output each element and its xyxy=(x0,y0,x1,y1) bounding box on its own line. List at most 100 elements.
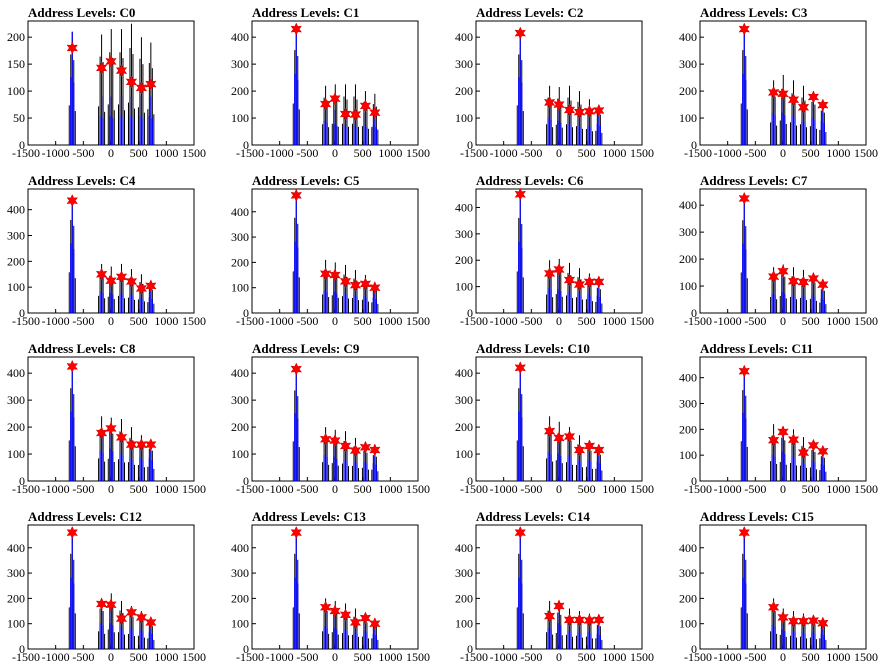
y-tick-label: 0 xyxy=(467,474,473,488)
chart-svg: Address Levels: C4 0 100 200 300 400 -1500 -100… xyxy=(7,173,206,328)
y-tick-label: 50 xyxy=(13,111,25,125)
x-tick-label: -500 xyxy=(744,650,766,664)
x-tick-label: -500 xyxy=(744,314,766,328)
y-tick-label: 400 xyxy=(679,30,697,44)
x-tick-label: 1500 xyxy=(182,314,206,328)
y-tick-label: 300 xyxy=(679,57,697,71)
star-marker xyxy=(319,97,332,111)
y-tick-label: 400 xyxy=(7,541,25,555)
star-marker xyxy=(105,274,117,288)
y-tick-label: 200 xyxy=(231,420,249,434)
y-tick-label: 0 xyxy=(467,138,473,152)
x-tick-label: 500 xyxy=(802,482,820,496)
x-tick-label: 1500 xyxy=(630,482,654,496)
star-marker xyxy=(777,264,789,278)
star-marker xyxy=(329,604,341,618)
y-tick-label: 200 xyxy=(7,420,25,434)
star-marker xyxy=(115,63,128,78)
x-tick-label: 1000 xyxy=(602,314,626,328)
star-marker xyxy=(738,525,750,540)
x-tick-label: -1500 xyxy=(12,146,40,160)
chart-title: Address Levels: C9 xyxy=(252,341,360,356)
y-tick-label: 200 xyxy=(7,254,25,268)
x-tick-label: -1500 xyxy=(236,482,264,496)
star-marker xyxy=(797,275,810,289)
star-marker xyxy=(777,425,789,439)
star-marker xyxy=(738,22,750,36)
x-tick-label: 1500 xyxy=(630,146,654,160)
y-tick-label: 200 xyxy=(455,84,473,98)
x-tick-label: 0 xyxy=(108,482,114,496)
y-tick-label: 400 xyxy=(231,366,249,380)
x-tick-label: 0 xyxy=(332,314,338,328)
x-tick-label: -1500 xyxy=(236,314,264,328)
star-marker xyxy=(359,277,372,291)
star-marker xyxy=(553,97,565,112)
y-tick-label: 100 xyxy=(455,111,473,125)
x-tick-label: -500 xyxy=(72,314,94,328)
chart-title: Address Levels: C4 xyxy=(28,173,136,188)
x-tick-label: -1000 xyxy=(266,650,294,664)
chart-panel: Address Levels: C7 0 100 200 300 400 -1500 -100… xyxy=(672,168,896,336)
chart-title: Address Levels: C10 xyxy=(476,341,590,356)
star-marker xyxy=(514,187,526,201)
y-tick-label: 0 xyxy=(691,474,697,488)
star-marker xyxy=(125,437,138,452)
y-tick-label: 400 xyxy=(231,205,249,219)
x-tick-label: -1500 xyxy=(684,482,712,496)
x-tick-label: -500 xyxy=(520,146,542,160)
x-tick-label: 1000 xyxy=(378,146,402,160)
star-marker xyxy=(767,269,780,284)
x-tick-label: 1500 xyxy=(854,146,878,160)
star-marker xyxy=(290,22,302,36)
x-tick-label: -500 xyxy=(72,482,94,496)
star-marker xyxy=(66,41,78,55)
star-marker xyxy=(787,274,800,288)
x-tick-label: -1000 xyxy=(42,146,70,160)
star-marker xyxy=(593,613,605,627)
x-tick-label: 1500 xyxy=(630,314,654,328)
star-marker xyxy=(767,85,780,100)
star-marker xyxy=(105,421,117,436)
x-tick-label: 0 xyxy=(332,146,338,160)
y-tick-label: 400 xyxy=(7,366,25,380)
x-tick-label: 0 xyxy=(780,482,786,496)
chart-title: Address Levels: C12 xyxy=(28,509,142,524)
y-tick-label: 100 xyxy=(455,617,473,631)
star-marker xyxy=(339,439,352,453)
star-marker xyxy=(767,600,780,614)
x-tick-label: 500 xyxy=(130,146,148,160)
star-marker xyxy=(125,75,138,89)
chart-svg: Address Levels: C5 0 100 200 300 400 -1500 -100… xyxy=(231,173,430,328)
y-tick-label: 0 xyxy=(691,306,697,320)
chart-panel: Address Levels: C13 0 100 200 300 400 -1500 -10… xyxy=(224,504,448,672)
y-tick-label: 100 xyxy=(7,447,25,461)
star-marker xyxy=(369,281,381,295)
chart-svg: Address Levels: C9 0 100 200 300 400 -1500 -100… xyxy=(231,341,430,496)
star-marker xyxy=(135,281,148,296)
x-tick-label: 500 xyxy=(354,146,372,160)
chart-svg: Address Levels: C8 0 100 200 300 400 -1500 -100… xyxy=(7,341,206,496)
x-tick-label: 1000 xyxy=(826,482,850,496)
chart-panel: Address Levels: C12 0 100 200 300 400 -1500 -10… xyxy=(0,504,224,672)
star-marker xyxy=(817,444,829,458)
x-tick-label: 0 xyxy=(108,146,114,160)
x-tick-label: 0 xyxy=(780,314,786,328)
x-tick-label: 1500 xyxy=(182,146,206,160)
x-tick-label: 500 xyxy=(354,482,372,496)
y-tick-label: 400 xyxy=(7,203,25,217)
star-marker xyxy=(349,615,362,630)
star-marker xyxy=(290,188,302,202)
x-tick-label: 500 xyxy=(802,650,820,664)
star-marker xyxy=(145,437,157,452)
x-tick-label: 0 xyxy=(556,314,562,328)
star-marker xyxy=(817,278,829,292)
x-tick-label: -1000 xyxy=(714,482,742,496)
star-marker xyxy=(553,262,565,277)
x-tick-label: 1500 xyxy=(406,314,430,328)
chart-svg: Address Levels: C13 0 100 200 300 400 -1500 -10… xyxy=(231,509,430,664)
y-tick-label: 100 xyxy=(679,448,697,462)
star-marker xyxy=(319,432,332,446)
y-tick-label: 100 xyxy=(7,84,25,98)
x-tick-label: -1500 xyxy=(12,482,40,496)
